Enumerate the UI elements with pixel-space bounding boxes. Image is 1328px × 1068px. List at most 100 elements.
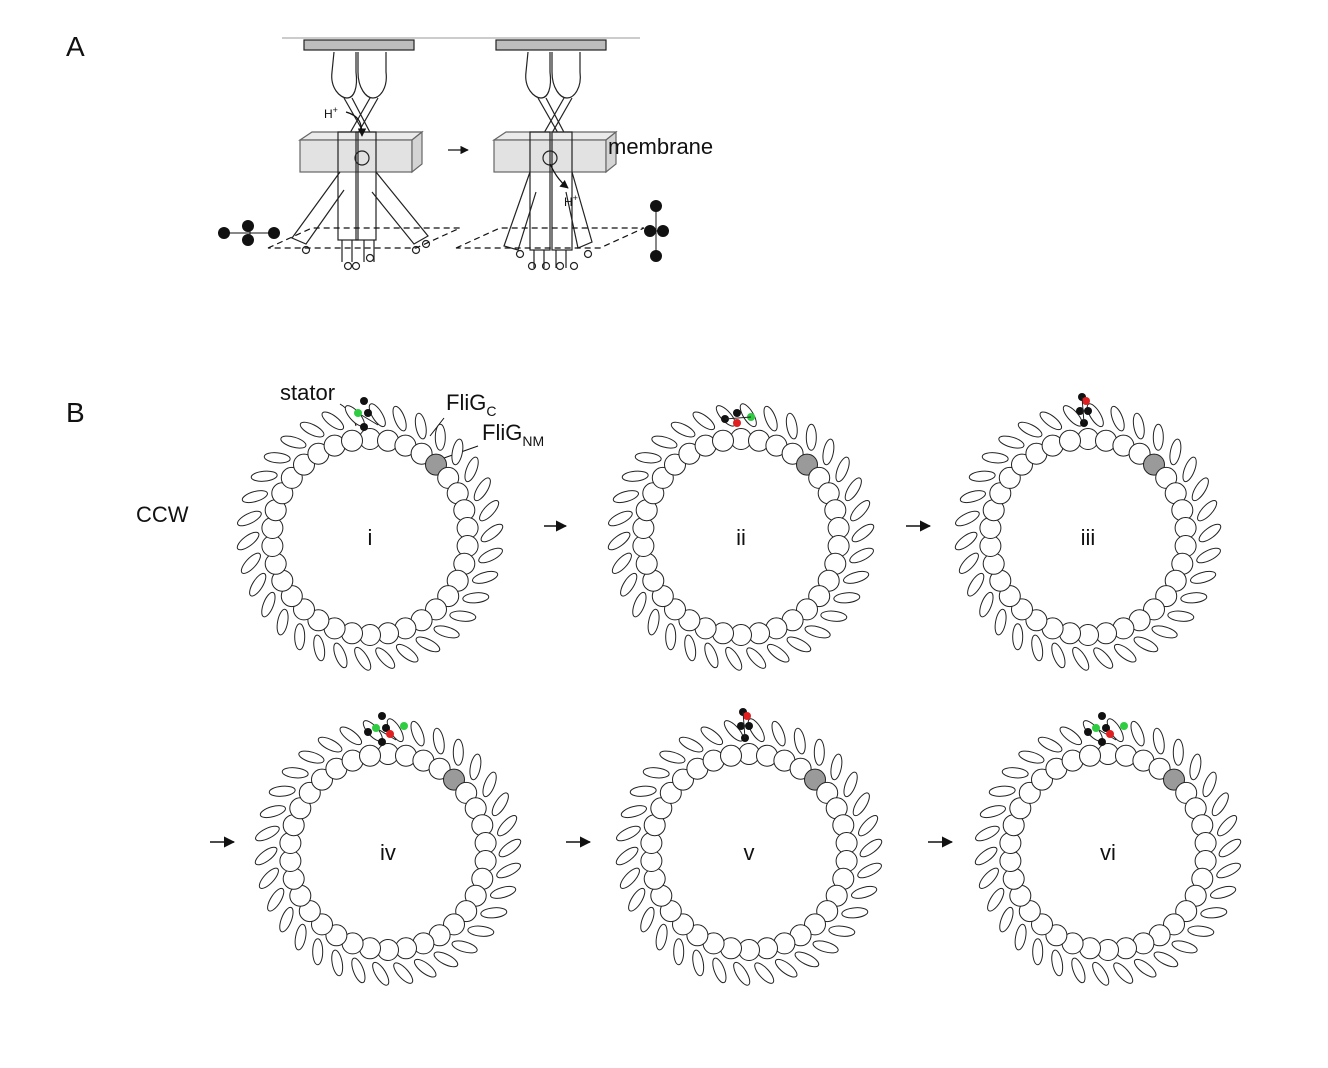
panel-a-diagram: H+ xyxy=(218,37,713,271)
fligc-domain xyxy=(1018,750,1045,764)
fligc-domain xyxy=(294,623,306,651)
stator-site xyxy=(364,409,372,417)
fligc-domain xyxy=(793,727,806,755)
fligc-domain xyxy=(249,572,267,597)
fligc-domain xyxy=(294,923,307,951)
stator-site-red xyxy=(733,419,741,427)
rotor-ring-2: ii xyxy=(607,403,875,671)
fligc-domain xyxy=(1169,438,1182,466)
fligc-domain xyxy=(1051,949,1064,977)
stator-site xyxy=(1102,724,1110,732)
fligc-domain xyxy=(1172,738,1184,766)
fligc-domain xyxy=(766,643,790,663)
fligc-domain xyxy=(254,846,278,866)
stage-label: iv xyxy=(380,840,396,865)
stage-label: ii xyxy=(736,525,746,550)
stator-glyph xyxy=(1084,712,1128,746)
fligc-domain xyxy=(267,887,285,912)
stator-site xyxy=(1084,728,1092,736)
fligc-domain xyxy=(642,767,670,779)
stator-motor-right xyxy=(455,39,645,271)
rotor-ring-1: i xyxy=(236,397,504,671)
fligc-domain xyxy=(313,634,326,662)
fligc-domain xyxy=(1180,592,1208,604)
stator-site-red xyxy=(1106,730,1114,738)
rotor-ring-3: iii xyxy=(954,393,1222,671)
fligc-domain xyxy=(786,636,812,653)
fligc-domain xyxy=(684,634,697,662)
fligc-domain xyxy=(774,958,798,978)
fligc-domain xyxy=(733,961,751,986)
fligc-domain xyxy=(433,951,459,968)
fligc-domain xyxy=(261,591,276,618)
fligc-domain xyxy=(351,957,366,984)
proton-label-right: H+ xyxy=(564,193,578,209)
fligc-domain xyxy=(813,738,825,766)
fligc-domain xyxy=(665,623,677,651)
stator-label: stator xyxy=(280,380,335,405)
fligc-domain xyxy=(1152,727,1165,755)
fligc-domain xyxy=(433,625,460,639)
fligc-domain xyxy=(1187,925,1215,937)
fligc-domain xyxy=(1113,962,1134,984)
fligc-domain xyxy=(987,887,1005,912)
fligc-domain xyxy=(959,490,986,504)
rotor-ring-6: vi xyxy=(974,712,1242,986)
fligc-domain xyxy=(999,906,1014,933)
fligc-domain xyxy=(979,591,994,618)
stator-glyph xyxy=(737,708,753,742)
fligc-domain xyxy=(628,887,646,912)
fligc-domain xyxy=(620,805,647,819)
fligc-domain xyxy=(833,592,861,604)
fligc-domain xyxy=(298,750,325,764)
fligc-domain xyxy=(451,940,478,954)
fligc-domain xyxy=(449,610,477,622)
stator-site xyxy=(1084,407,1092,415)
fligc-domain xyxy=(1059,726,1083,746)
fligc-domain xyxy=(612,490,639,504)
fligc-domain xyxy=(281,767,309,779)
fligc-domain xyxy=(1012,623,1024,651)
fligc-domain xyxy=(692,411,716,431)
fligc-domain xyxy=(607,531,631,551)
stator-glyph xyxy=(354,397,379,431)
fligc-domain xyxy=(1189,753,1202,781)
fligc-domain xyxy=(621,470,649,482)
fligc-domain xyxy=(1190,570,1217,584)
fligc-domain xyxy=(472,570,499,584)
fligc-domain xyxy=(615,846,639,866)
stage-label: v xyxy=(744,840,755,865)
rotor-position-right xyxy=(644,200,669,262)
stator-glyph xyxy=(1076,393,1092,427)
fligc-domain xyxy=(1071,957,1086,984)
fligc-domain xyxy=(1196,547,1221,564)
fligmn-subunit xyxy=(359,744,381,767)
fligc-domain xyxy=(1167,610,1195,622)
fligc-domain xyxy=(632,591,647,618)
fligc-domain xyxy=(634,452,662,464)
fligc-domain xyxy=(415,636,441,653)
fligc-domain xyxy=(1200,907,1228,919)
fligc-domain xyxy=(1171,940,1198,954)
fligc-domain xyxy=(469,753,482,781)
fligc-domain xyxy=(1110,405,1125,432)
stator-glyph xyxy=(721,409,755,427)
fligc-domain xyxy=(616,825,641,842)
proton-label-left: H+ xyxy=(324,105,338,121)
fligc-domain xyxy=(712,957,727,984)
fligc-domain xyxy=(339,726,363,746)
fligc-domain xyxy=(958,552,979,574)
panel-a-label: A xyxy=(66,31,85,62)
fligc-domain xyxy=(812,940,839,954)
fligc-domain xyxy=(851,523,875,543)
fligc-domain xyxy=(629,785,657,797)
fligc-domain xyxy=(611,552,632,574)
fligc-domain xyxy=(410,720,425,747)
stator-site xyxy=(1098,712,1106,720)
fligc-domain xyxy=(975,825,1000,842)
fligc-domain xyxy=(276,608,289,636)
stator-site-green xyxy=(354,409,362,417)
fligc-domain xyxy=(259,805,286,819)
